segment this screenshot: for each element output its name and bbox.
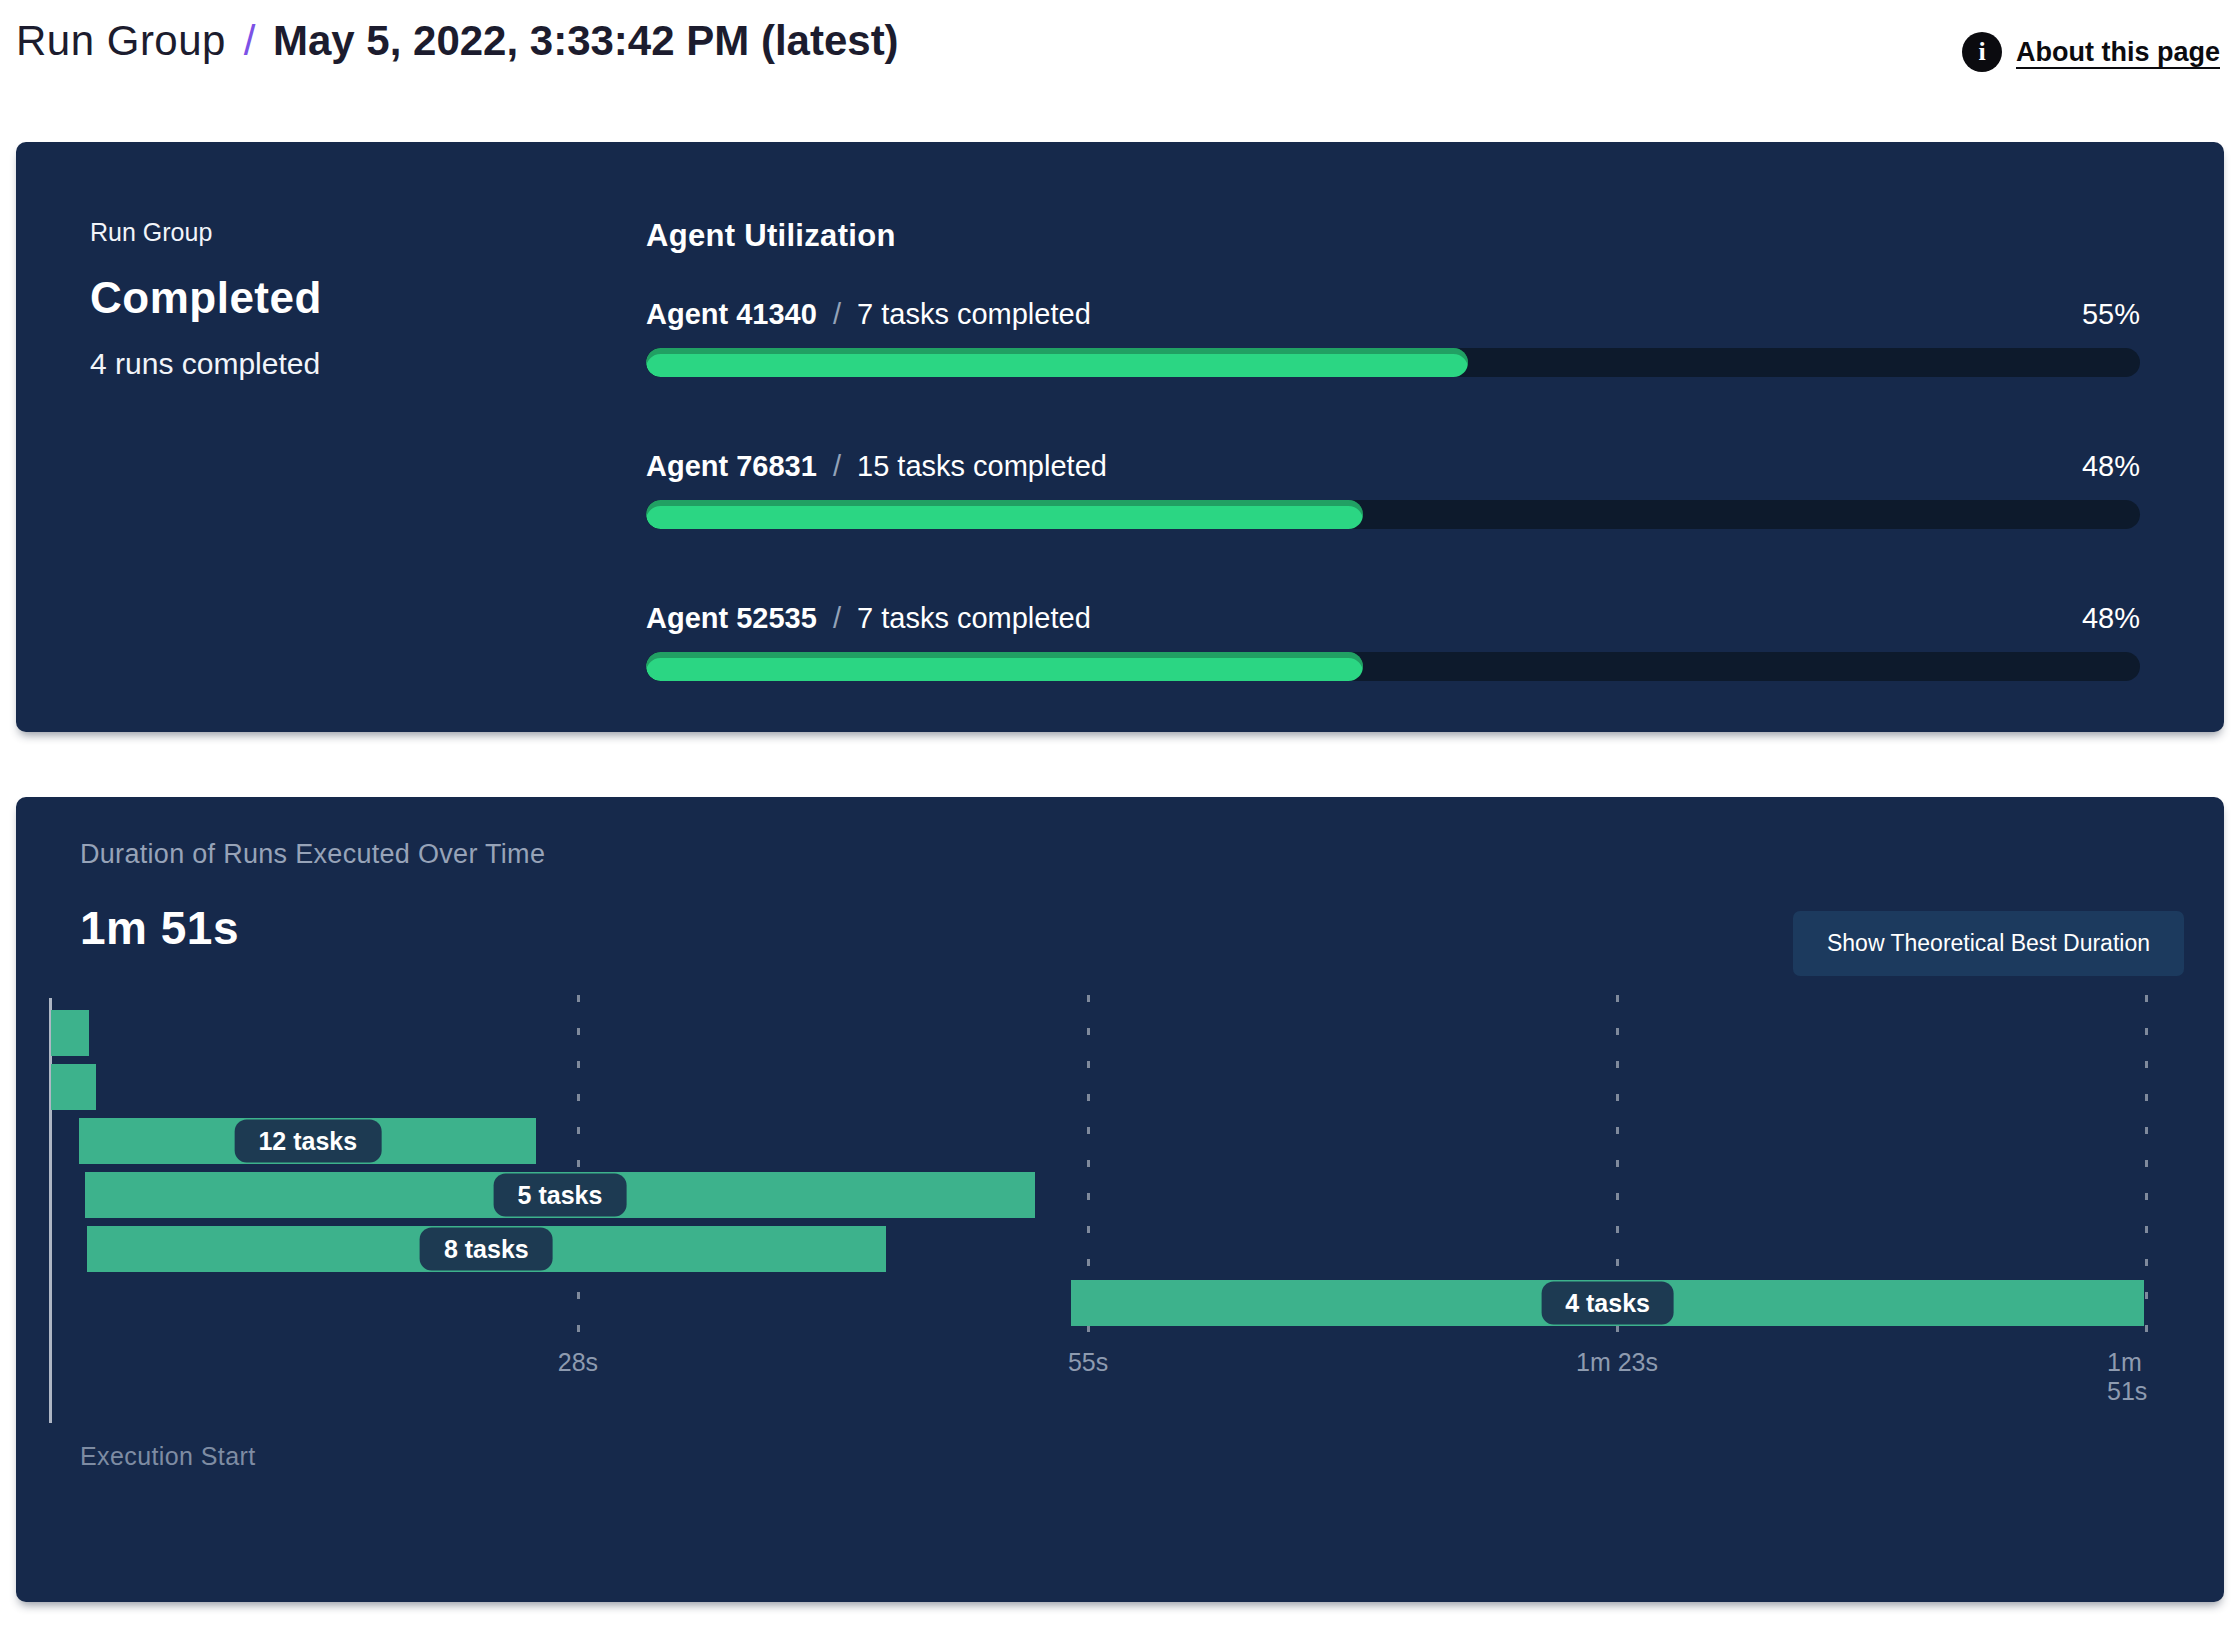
agent-progress-fill (646, 652, 1363, 681)
run-status: Completed (90, 273, 646, 323)
run-bar[interactable]: 8 tasks (87, 1226, 886, 1272)
agent-progress-fill (646, 500, 1363, 529)
agent-label: Agent 52535 / 7 tasks completed (646, 602, 1091, 635)
agent-row: Agent 41340 / 7 tasks completed 55% (646, 298, 2140, 377)
breadcrumb: Run Group / May 5, 2022, 3:33:42 PM (lat… (16, 10, 899, 72)
run-task-count-pill: 8 tasks (420, 1228, 553, 1271)
agent-label: Agent 76831 / 15 tasks completed (646, 450, 1107, 483)
agent-name: Agent 52535 (646, 602, 817, 634)
agent-utilization-percent: 48% (2082, 602, 2140, 635)
run-bar[interactable] (51, 1010, 89, 1056)
agent-name: Agent 41340 (646, 298, 817, 330)
page-title: May 5, 2022, 3:33:42 PM (latest) (273, 17, 899, 64)
agent-progress-track (646, 500, 2140, 529)
agent-label-line: Agent 76831 / 15 tasks completed 48% (646, 450, 2140, 483)
gridline-1m-51s (2145, 995, 2148, 1343)
run-group-label: Run Group (90, 218, 646, 247)
agent-tasks-completed: 15 tasks completed (857, 450, 1107, 482)
agent-name: Agent 76831 (646, 450, 817, 482)
agent-label-separator: / (817, 450, 857, 482)
run-task-count-pill: 5 tasks (494, 1174, 627, 1217)
about-this-page[interactable]: i About this page (1962, 32, 2220, 72)
about-link[interactable]: About this page (2016, 37, 2220, 68)
agent-utilization: Agent Utilization Agent 41340 / 7 tasks … (646, 218, 2140, 732)
agent-label-line: Agent 41340 / 7 tasks completed 55% (646, 298, 2140, 331)
agent-progress-track (646, 652, 2140, 681)
breadcrumb-run-group[interactable]: Run Group (16, 17, 226, 64)
agent-tasks-completed: 7 tasks completed (857, 298, 1091, 330)
execution-start-axis-line (49, 998, 52, 1423)
agent-label: Agent 41340 / 7 tasks completed (646, 298, 1091, 331)
duration-panel: Duration of Runs Executed Over Time 1m 5… (16, 797, 2224, 1602)
run-bar[interactable] (51, 1064, 96, 1110)
page-header: Run Group / May 5, 2022, 3:33:42 PM (lat… (0, 0, 2240, 78)
run-task-count-pill: 4 tasks (1541, 1282, 1674, 1325)
tick-label: 28s (558, 1348, 598, 1377)
agent-row: Agent 76831 / 15 tasks completed 48% (646, 450, 2140, 529)
agent-rows: Agent 41340 / 7 tasks completed 55% Agen… (646, 298, 2140, 681)
run-summary-panel: Run Group Completed 4 runs completed Age… (16, 142, 2224, 732)
agent-progress-fill (646, 348, 1468, 377)
run-bar[interactable]: 4 tasks (1071, 1280, 2144, 1326)
agent-utilization-title: Agent Utilization (646, 218, 2140, 254)
runs-completed: 4 runs completed (90, 347, 646, 381)
agent-utilization-percent: 48% (2082, 450, 2140, 483)
agent-tasks-completed: 7 tasks completed (857, 602, 1091, 634)
tick-label: 1m 51s (2107, 1348, 2185, 1406)
run-summary: Run Group Completed 4 runs completed (90, 218, 646, 732)
execution-start-caption: Execution Start (80, 1442, 256, 1471)
run-bar[interactable]: 12 tasks (79, 1118, 536, 1164)
breadcrumb-separator: / (238, 17, 262, 64)
run-bar[interactable]: 5 tasks (85, 1172, 1035, 1218)
agent-label-separator: / (817, 602, 857, 634)
agent-row: Agent 52535 / 7 tasks completed 48% (646, 602, 2140, 681)
agent-label-separator: / (817, 298, 857, 330)
tick-label: 1m 23s (1576, 1348, 1658, 1377)
agent-label-line: Agent 52535 / 7 tasks completed 48% (646, 602, 2140, 635)
gridline-28s (577, 995, 580, 1343)
tick-label: 55s (1068, 1348, 1108, 1377)
gantt-chart: 28s 55s 1m 23s 1m 51s 12 tasks 5 tasks 8 tasks… (16, 797, 2224, 1602)
info-icon: i (1962, 32, 2002, 72)
agent-utilization-percent: 55% (2082, 298, 2140, 331)
agent-progress-track (646, 348, 2140, 377)
run-task-count-pill: 12 tasks (234, 1120, 381, 1163)
